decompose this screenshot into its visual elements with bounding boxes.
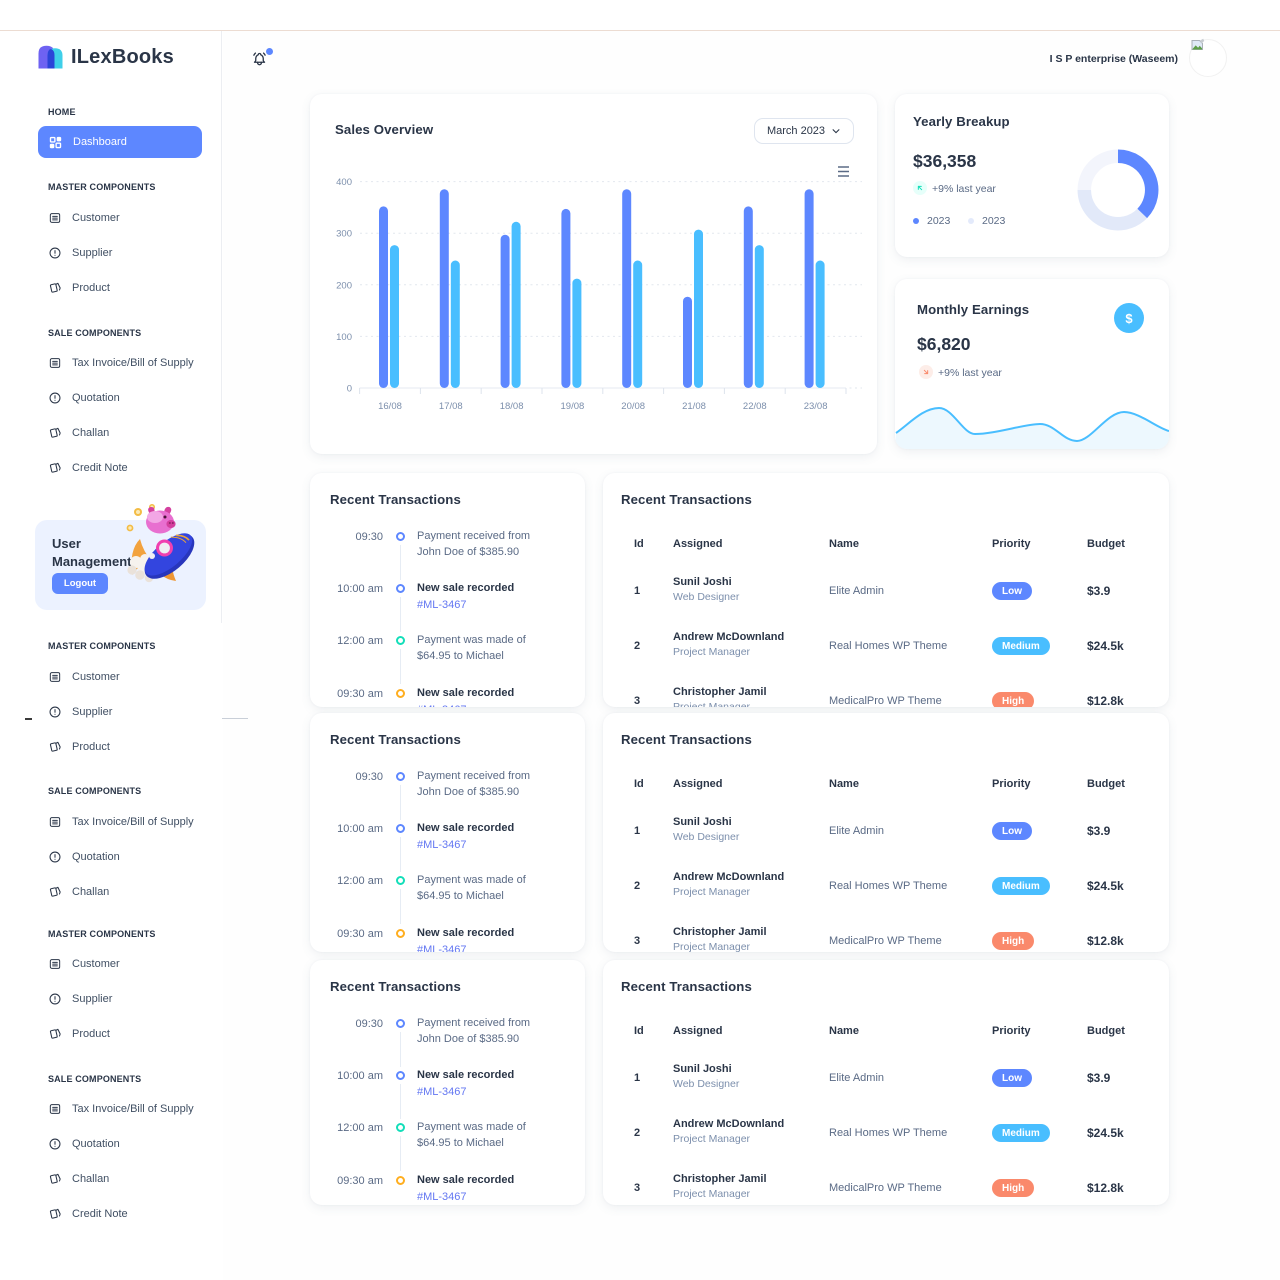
- svg-text:22/08: 22/08: [743, 401, 767, 412]
- svg-text:200: 200: [336, 280, 352, 291]
- svg-text:100: 100: [336, 332, 352, 343]
- svg-text:16/08: 16/08: [378, 401, 402, 412]
- svg-text:23/08: 23/08: [804, 401, 828, 412]
- svg-text:300: 300: [336, 229, 352, 240]
- svg-text:19/08: 19/08: [561, 401, 585, 412]
- svg-text:17/08: 17/08: [439, 401, 463, 412]
- svg-text:0: 0: [347, 384, 352, 395]
- svg-text:400: 400: [336, 177, 352, 188]
- svg-text:18/08: 18/08: [500, 401, 524, 412]
- svg-text:21/08: 21/08: [682, 401, 706, 412]
- svg-text:20/08: 20/08: [621, 401, 645, 412]
